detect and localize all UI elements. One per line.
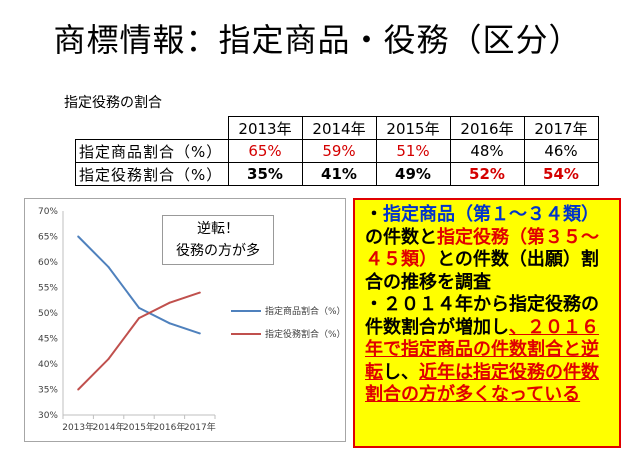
y-tick-label: 60% (38, 258, 58, 268)
table-cell: 49% (375, 162, 451, 186)
table-corner-cell (75, 116, 229, 140)
note-text: ・ (365, 204, 383, 225)
note-text-highlight: 近年は指定役務の件数割合の方が多くなっている (365, 361, 599, 406)
note-text-goods: 指定商品（第１～３４類） (383, 204, 599, 225)
data-point (168, 301, 171, 304)
year-header: 2014年 (301, 116, 377, 140)
year-header: 2016年 (449, 116, 525, 140)
year-header: 2017年 (523, 116, 599, 140)
y-tick-label: 30% (38, 411, 58, 421)
note-text: との件数（出願）割合の推移を調査 (365, 249, 599, 293)
reversal-callout: 逆転！ 役務の方が多 (162, 215, 274, 265)
table-cell: 35% (227, 162, 303, 186)
data-point (138, 317, 140, 320)
table-cell: 46% (523, 139, 599, 163)
legend-label: 指定役務割合（%） (265, 328, 345, 340)
y-tick-label: 45% (38, 335, 58, 345)
data-point (107, 266, 110, 269)
table-cell: 41% (301, 162, 377, 186)
note-paragraph-1: ・指定商品（第１～３４類）の件数と指定役務（第３５～４５類）との件数（出願）割合… (365, 204, 615, 294)
table-cell: 59% (301, 139, 377, 163)
note-text: の件数と (365, 226, 437, 248)
legend-label: 指定商品割合（%） (265, 305, 345, 317)
data-point (77, 235, 80, 238)
row-label-services: 指定役務割合（%） (75, 162, 229, 186)
table-cell: 51% (375, 139, 451, 163)
data-point (198, 332, 201, 335)
callout-line-2: 役務の方が多 (176, 243, 260, 259)
note-text: ・２０１４年から指定役務の件数割合が増加し (365, 294, 599, 338)
table-cell: 54% (523, 162, 599, 186)
callout-line-1: 逆転！ (197, 221, 239, 237)
y-tick-label: 40% (38, 360, 58, 370)
y-tick-label: 70% (38, 207, 58, 217)
note-text-highlight: 、２０１６年で指定商品の件数割合と逆転 (365, 316, 599, 383)
table-row-goods: 指定商品割合（%） 65% 59% 51% 48% 46% (75, 139, 599, 163)
x-tick-label: 2016年 (153, 421, 185, 433)
row-label-goods: 指定商品割合（%） (75, 139, 229, 163)
table-header-row: 2013年 2014年 2015年 2016年 2017年 (75, 116, 599, 140)
year-header: 2013年 (227, 116, 303, 140)
data-point (168, 322, 171, 325)
notes-box: ・指定商品（第１～３４類）の件数と指定役務（第３５～４５類）との件数（出願）割合… (353, 198, 621, 448)
data-point (198, 291, 201, 294)
x-tick-label: 2015年 (123, 421, 155, 433)
year-header: 2015年 (375, 116, 451, 140)
page-title: 商標情報：指定商品・役務（区分） (53, 21, 582, 59)
data-point (138, 306, 140, 309)
note-text: し、 (383, 361, 419, 383)
y-tick-label: 55% (38, 284, 58, 294)
table-caption: 指定役務の割合 (64, 95, 162, 111)
x-tick-label: 2014年 (93, 421, 125, 433)
note-text-services: 指定役務（第３５～４５類） (365, 226, 599, 271)
data-point (107, 357, 110, 360)
table-cell: 65% (227, 139, 303, 163)
y-tick-label: 35% (38, 386, 58, 396)
y-tick-label: 65% (38, 233, 58, 243)
ratio-table: 2013年 2014年 2015年 2016年 2017年 指定商品割合（%） … (75, 116, 599, 186)
table-cell: 52% (449, 162, 525, 186)
table-cell: 48% (449, 139, 525, 163)
x-tick-label: 2013年 (62, 421, 94, 433)
x-tick-label: 2017年 (184, 421, 216, 433)
data-point (77, 388, 80, 391)
y-tick-label: 50% (38, 309, 58, 319)
chart-canvas: 30%35%40%45%50%55%60%65%70%2013年2014年201… (38, 207, 345, 433)
note-paragraph-2: ・２０１４年から指定役務の件数割合が増加し、２０１６年で指定商品の件数割合と逆転… (365, 294, 615, 407)
table-row-services: 指定役務割合（%） 35% 41% 49% 52% 54% (75, 162, 599, 186)
